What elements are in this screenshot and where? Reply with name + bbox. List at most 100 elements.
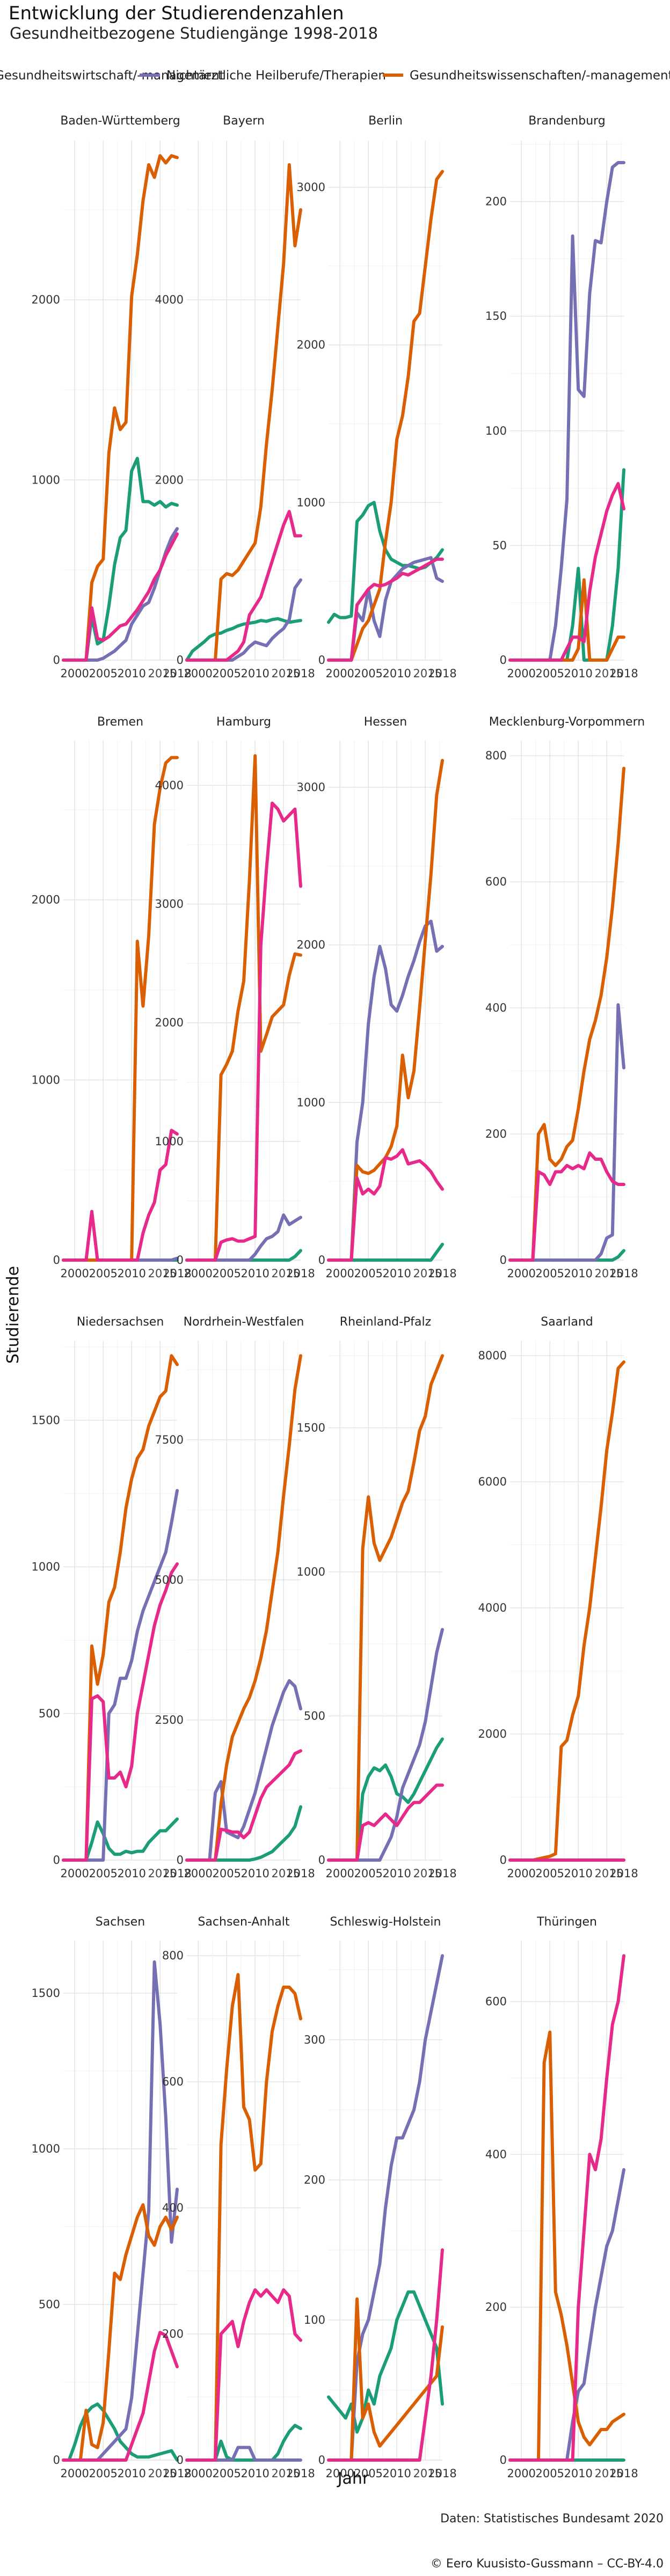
x-tick-label: 2015 bbox=[413, 667, 441, 680]
x-tick-label: 2015 bbox=[271, 2467, 300, 2480]
y-tick-label: 2000 bbox=[155, 473, 184, 486]
x-tick-label: 2015 bbox=[413, 1267, 441, 1280]
y-tick-label: 2000 bbox=[32, 294, 60, 306]
x-tick-label: 2005 bbox=[212, 1267, 241, 1280]
y-tick-label: 800 bbox=[485, 749, 507, 762]
y-tick-label: 1500 bbox=[32, 1414, 60, 1426]
y-tick-label: 0 bbox=[318, 654, 325, 667]
x-tick-label: 2005 bbox=[354, 1267, 382, 1280]
x-tick-label: 2000 bbox=[325, 1267, 354, 1280]
x-tick-label: 2005 bbox=[89, 2467, 117, 2480]
x-tick-label: 2018 bbox=[428, 1267, 456, 1280]
y-tick-label: 1000 bbox=[32, 2142, 60, 2155]
y-tick-label: 600 bbox=[485, 875, 507, 888]
x-tick-label: 2010 bbox=[117, 1867, 145, 1880]
x-tick-label: 2000 bbox=[60, 1867, 89, 1880]
x-tick-label: 2015 bbox=[271, 1267, 300, 1280]
y-tick-label: 4000 bbox=[155, 779, 184, 792]
y-tick-label: 600 bbox=[485, 1995, 507, 2008]
y-tick-label: 3000 bbox=[155, 898, 184, 911]
x-tick-label: 2010 bbox=[382, 667, 411, 680]
x-tick-label: 2010 bbox=[382, 2467, 411, 2480]
x-tick-label: 2000 bbox=[184, 1867, 212, 1880]
y-tick-label: 1500 bbox=[297, 1421, 325, 1434]
x-tick-label: 2015 bbox=[271, 1867, 300, 1880]
facet-strip-label: Bayern bbox=[223, 114, 265, 128]
facet-strip-label: Rheinland-Pfalz bbox=[340, 1315, 431, 1329]
series-line bbox=[62, 2331, 179, 2462]
legend-label-1: Nichtärztliche Heilberufe/Therapien bbox=[166, 69, 386, 83]
x-tick-label: 2015 bbox=[594, 667, 623, 680]
series-line bbox=[62, 1562, 179, 1862]
x-tick-label: 2005 bbox=[535, 1267, 564, 1280]
x-tick-label: 2018 bbox=[286, 1267, 315, 1280]
series-line bbox=[508, 1954, 625, 2462]
x-tick-label: 2010 bbox=[241, 1267, 269, 1280]
x-tick-label: 2015 bbox=[413, 2467, 441, 2480]
y-tick-label: 100 bbox=[304, 2314, 325, 2326]
x-tick-label: 2000 bbox=[507, 2467, 535, 2480]
x-tick-label: 2010 bbox=[564, 667, 592, 680]
y-tick-label: 200 bbox=[485, 195, 507, 208]
y-tick-label: 4000 bbox=[478, 1601, 507, 1614]
x-tick-label: 2000 bbox=[325, 2467, 354, 2480]
x-tick-label: 2010 bbox=[564, 1267, 592, 1280]
x-tick-label: 2010 bbox=[241, 667, 269, 680]
x-tick-label: 2018 bbox=[428, 1867, 456, 1880]
series-line bbox=[327, 558, 444, 662]
y-tick-label: 500 bbox=[39, 1707, 60, 1720]
caption-source: Daten: Statistisches Bundesamt 2020 bbox=[440, 2512, 664, 2526]
x-tick-label: 2000 bbox=[507, 1867, 535, 1880]
chart-subtitle: Gesundheitbezogene Studiengänge 1998-201… bbox=[10, 24, 378, 42]
series-line bbox=[62, 2203, 179, 2462]
series-line bbox=[62, 532, 179, 662]
x-tick-label: 2015 bbox=[271, 667, 300, 680]
y-tick-label: 2000 bbox=[297, 939, 325, 952]
x-tick-label: 2018 bbox=[428, 667, 456, 680]
x-tick-label: 2018 bbox=[163, 2467, 191, 2480]
y-tick-label: 2000 bbox=[32, 894, 60, 906]
facet-panel: Nordrhein-Westfalen 0 2500 5000 7500 2000 2005… bbox=[155, 1315, 315, 1880]
y-tick-label: 1500 bbox=[32, 1987, 60, 2000]
y-tick-label: 0 bbox=[53, 1254, 60, 1267]
x-tick-label: 2000 bbox=[325, 667, 354, 680]
facet-strip-label: Hessen bbox=[364, 715, 407, 729]
y-tick-label: 8000 bbox=[478, 1349, 507, 1362]
series-line bbox=[185, 2288, 302, 2462]
y-tick-label: 0 bbox=[177, 1254, 184, 1267]
series-line bbox=[327, 2290, 444, 2434]
series-line bbox=[185, 801, 302, 1262]
series-line bbox=[508, 1151, 625, 1262]
y-tick-label: 400 bbox=[485, 2148, 507, 2161]
x-tick-label: 2015 bbox=[413, 1867, 441, 1880]
y-tick-label: 0 bbox=[53, 654, 60, 667]
x-tick-label: 2005 bbox=[535, 1867, 564, 1880]
x-tick-label: 2000 bbox=[184, 2467, 212, 2480]
y-tick-label: 4000 bbox=[155, 294, 184, 306]
y-tick-label: 1000 bbox=[297, 496, 325, 509]
y-tick-label: 400 bbox=[162, 2201, 184, 2214]
x-tick-label: 2000 bbox=[60, 1267, 89, 1280]
caption-author: © Eero Kuusisto-Gussmann – CC-BY-4.0 bbox=[431, 2557, 664, 2571]
series-line bbox=[185, 617, 302, 662]
x-tick-label: 2005 bbox=[212, 2467, 241, 2480]
facet-strip-label: Brandenburg bbox=[528, 114, 606, 128]
x-tick-label: 2015 bbox=[594, 1867, 623, 1880]
x-tick-label: 2005 bbox=[535, 667, 564, 680]
y-tick-label: 0 bbox=[500, 2454, 507, 2467]
x-tick-label: 2005 bbox=[354, 667, 382, 680]
x-tick-label: 2005 bbox=[89, 1867, 117, 1880]
x-tick-label: 2000 bbox=[184, 667, 212, 680]
y-tick-label: 0 bbox=[318, 2454, 325, 2467]
legend-label-0: Gesundheitswirtschaft/-management bbox=[0, 69, 224, 83]
x-tick-label: 2010 bbox=[382, 1867, 411, 1880]
facet-strip-label: Saarland bbox=[541, 1315, 593, 1329]
y-tick-label: 200 bbox=[485, 2301, 507, 2314]
